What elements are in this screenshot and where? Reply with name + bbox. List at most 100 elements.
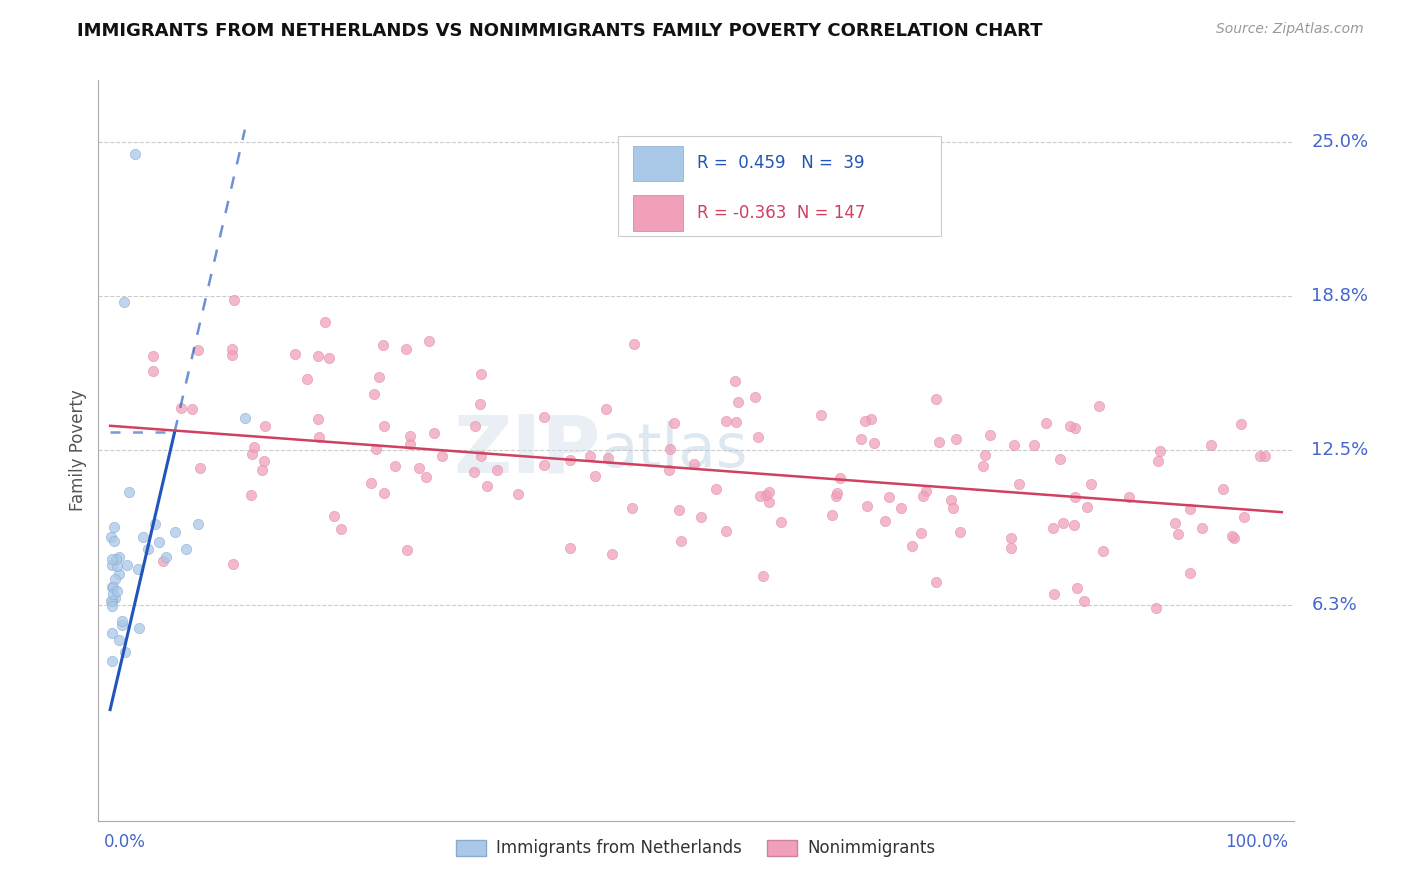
- Point: [830, 471, 852, 485]
- Point: [595, 402, 617, 417]
- Point: [658, 442, 681, 456]
- Point: [188, 460, 211, 475]
- Point: [112, 295, 135, 310]
- Point: [422, 425, 444, 440]
- Point: [136, 542, 159, 557]
- Point: [1254, 449, 1277, 463]
- Point: [724, 374, 747, 388]
- Point: [330, 522, 353, 536]
- Point: [308, 430, 330, 444]
- Point: [103, 580, 125, 594]
- Point: [142, 363, 165, 377]
- Point: [101, 654, 124, 668]
- Point: [322, 509, 344, 524]
- Point: [105, 559, 128, 574]
- Point: [1035, 416, 1057, 430]
- Point: [1091, 544, 1114, 558]
- Point: [314, 315, 336, 329]
- Point: [384, 458, 406, 473]
- Point: [464, 418, 486, 433]
- Point: [124, 147, 146, 161]
- Point: [470, 368, 492, 382]
- Point: [108, 632, 131, 647]
- Point: [221, 348, 243, 362]
- Point: [1249, 449, 1271, 463]
- Point: [1002, 438, 1025, 452]
- Point: [911, 489, 934, 503]
- Point: [1229, 417, 1251, 431]
- Point: [239, 488, 262, 502]
- Point: [623, 336, 645, 351]
- Point: [307, 349, 329, 363]
- Point: [475, 479, 498, 493]
- Point: [770, 515, 793, 529]
- Point: [418, 334, 440, 349]
- Point: [366, 442, 388, 456]
- Point: [100, 530, 122, 544]
- Point: [101, 558, 124, 573]
- Point: [747, 430, 769, 444]
- Point: [148, 534, 170, 549]
- Point: [101, 552, 124, 566]
- Point: [250, 462, 273, 476]
- Point: [558, 452, 581, 467]
- Text: ZIP: ZIP: [453, 411, 600, 490]
- Point: [824, 490, 846, 504]
- Point: [558, 541, 581, 555]
- Point: [583, 468, 606, 483]
- Point: [103, 520, 125, 534]
- Text: R = -0.363  N = 147: R = -0.363 N = 147: [697, 204, 866, 222]
- Y-axis label: Family Poverty: Family Poverty: [69, 390, 87, 511]
- Point: [373, 486, 395, 500]
- Point: [373, 418, 395, 433]
- Point: [925, 575, 948, 590]
- Point: [104, 551, 127, 566]
- Point: [508, 487, 530, 501]
- Point: [1042, 520, 1064, 534]
- Point: [901, 539, 924, 553]
- Point: [395, 342, 418, 356]
- Point: [752, 569, 775, 583]
- Point: [187, 343, 209, 357]
- Point: [155, 549, 177, 564]
- Point: [104, 572, 127, 586]
- Point: [187, 517, 209, 532]
- Point: [972, 458, 994, 473]
- Point: [132, 530, 155, 544]
- Point: [1178, 502, 1201, 516]
- FancyBboxPatch shape: [619, 136, 941, 235]
- Point: [363, 387, 385, 401]
- Point: [853, 414, 876, 428]
- Point: [758, 485, 780, 500]
- Point: [408, 461, 430, 475]
- Point: [243, 440, 266, 454]
- Point: [1220, 529, 1243, 543]
- Point: [174, 542, 197, 557]
- Point: [1144, 601, 1167, 615]
- Point: [107, 550, 129, 565]
- Point: [925, 392, 948, 406]
- Point: [253, 454, 276, 468]
- Point: [221, 342, 243, 356]
- Point: [668, 502, 690, 516]
- Point: [114, 645, 136, 659]
- Point: [1049, 452, 1071, 467]
- Point: [671, 534, 693, 549]
- Point: [1064, 421, 1087, 435]
- Point: [396, 543, 419, 558]
- Point: [1080, 476, 1102, 491]
- Point: [748, 489, 770, 503]
- Point: [415, 470, 437, 484]
- Point: [979, 428, 1001, 442]
- Point: [914, 484, 936, 499]
- Point: [1199, 438, 1222, 452]
- Point: [1178, 566, 1201, 581]
- Point: [1000, 541, 1022, 555]
- Point: [810, 409, 832, 423]
- Point: [103, 587, 125, 601]
- Point: [945, 433, 967, 447]
- Point: [579, 450, 602, 464]
- Point: [621, 501, 644, 516]
- Point: [105, 584, 128, 599]
- Point: [152, 554, 174, 568]
